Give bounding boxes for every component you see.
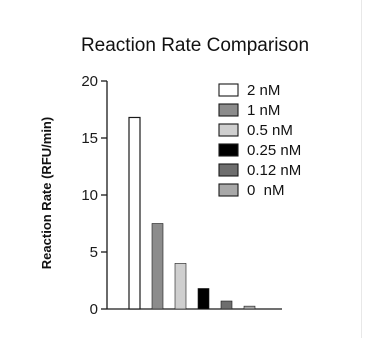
- y-tick-label: 10: [81, 187, 98, 204]
- bar-1nm: [151, 223, 164, 310]
- legend-swatch: [218, 163, 239, 177]
- chart-title: Reaction Rate Comparison: [81, 35, 309, 56]
- legend-swatch: [218, 183, 239, 197]
- y-tick-label: 0: [90, 301, 98, 318]
- bar-0_5nm: [174, 263, 187, 310]
- legend-label: 0.25 nM: [247, 142, 301, 159]
- scan-edge-line: [361, 0, 362, 338]
- legend-label: 0 nM: [247, 182, 285, 199]
- legend-label: 0.5 nM: [247, 122, 293, 139]
- legend-swatch: [218, 143, 239, 157]
- legend-label: 1 nM: [247, 102, 280, 119]
- bars: [128, 116, 256, 310]
- bar-0_25nm: [197, 288, 210, 310]
- legend-label: 0.12 nM: [247, 162, 301, 179]
- y-tick-label: 15: [81, 130, 98, 147]
- bar-0nm: [243, 305, 256, 310]
- legend-swatch: [218, 103, 239, 117]
- y-tick-label: 5: [90, 244, 98, 261]
- legend-swatch: [218, 123, 239, 137]
- bar-0_12nm: [220, 300, 233, 310]
- legend-swatch: [218, 83, 239, 97]
- legend: 2 nM 1 nM 0.5 nM 0.25 nM 0.12 nM 0 nM: [218, 82, 301, 199]
- y-tick-label: 20: [81, 73, 98, 90]
- legend-label: 2 nM: [247, 82, 280, 99]
- y-axis-label: Reaction Rate (RFU/min): [39, 117, 54, 269]
- bar-2nm: [128, 116, 141, 310]
